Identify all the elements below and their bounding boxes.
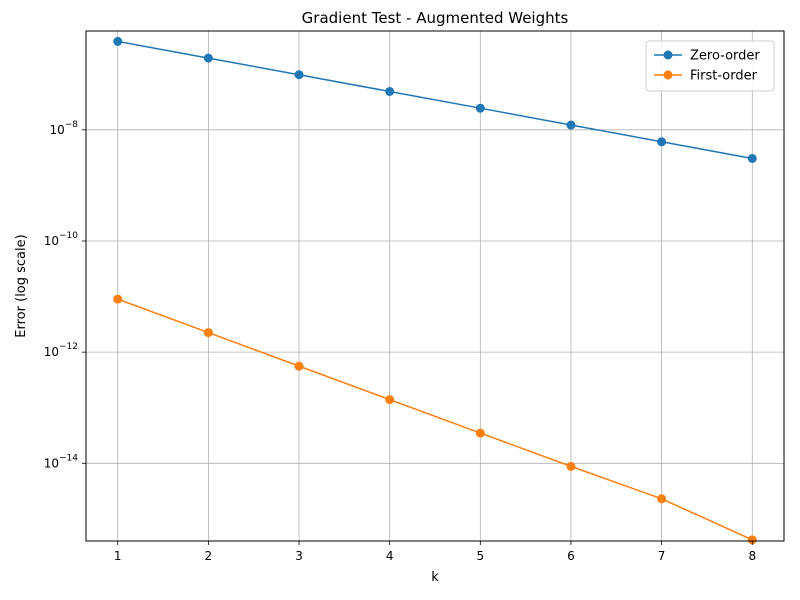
y-tick-base: 10	[44, 456, 59, 470]
data-point	[566, 461, 576, 471]
y-tick-label: 10−14	[44, 453, 79, 470]
y-tick-label: 10−12	[44, 342, 78, 359]
plot-frame	[85, 30, 785, 542]
chart-title: Gradient Test - Augmented Weights	[302, 9, 569, 27]
series-layer	[113, 36, 757, 545]
x-tick-label: 4	[386, 549, 394, 563]
x-tick-label: 2	[205, 549, 213, 563]
y-tick-exponent: −10	[59, 231, 78, 241]
data-point	[113, 294, 123, 304]
series-line	[117, 40, 753, 160]
x-tick-label: 1	[114, 549, 122, 563]
data-point	[657, 494, 667, 504]
data-point	[113, 36, 123, 46]
data-point	[203, 328, 213, 338]
y-tick-base: 10	[44, 345, 59, 359]
legend-item: Zero-order	[654, 49, 760, 64]
y-tick-exponent: −8	[65, 120, 79, 130]
series-zero-order	[113, 36, 757, 163]
data-point	[385, 86, 395, 96]
data-point	[385, 395, 395, 405]
legend-label: Zero-order	[690, 49, 760, 64]
x-axis: 1 2 3 4 5 6 7 8	[114, 541, 756, 563]
y-tick-label: 10−10	[44, 231, 79, 248]
y-tick-label: 10−8	[49, 120, 78, 137]
data-point	[475, 103, 485, 113]
data-point	[747, 535, 757, 545]
x-tick-label: 6	[567, 549, 575, 563]
x-tick-label: 3	[295, 549, 303, 563]
y-tick-base: 10	[44, 234, 59, 248]
x-tick-label: 7	[658, 549, 666, 563]
y-tick-base: 10	[49, 123, 64, 137]
data-point	[747, 153, 757, 163]
data-point	[294, 361, 304, 371]
legend-item: First-order	[654, 69, 758, 84]
y-tick-exponent: −12	[59, 342, 78, 352]
legend-swatch-marker	[663, 50, 673, 60]
data-point	[566, 120, 576, 130]
legend-box	[645, 40, 775, 92]
data-point	[657, 137, 667, 147]
legend-swatch-marker	[663, 70, 673, 80]
x-tick-label: 8	[748, 549, 756, 563]
grid	[86, 31, 784, 541]
x-tick-label: 5	[477, 549, 485, 563]
data-point	[294, 70, 304, 80]
legend: Zero-order First-order	[645, 40, 775, 92]
x-axis-label: k	[431, 570, 439, 585]
series-first-order	[113, 294, 757, 545]
series-line	[117, 298, 753, 541]
data-point	[475, 428, 485, 438]
y-tick-exponent: −14	[59, 453, 78, 463]
data-point	[203, 53, 213, 63]
legend-label: First-order	[690, 69, 758, 84]
y-axis-label: Error (log scale)	[14, 234, 29, 337]
